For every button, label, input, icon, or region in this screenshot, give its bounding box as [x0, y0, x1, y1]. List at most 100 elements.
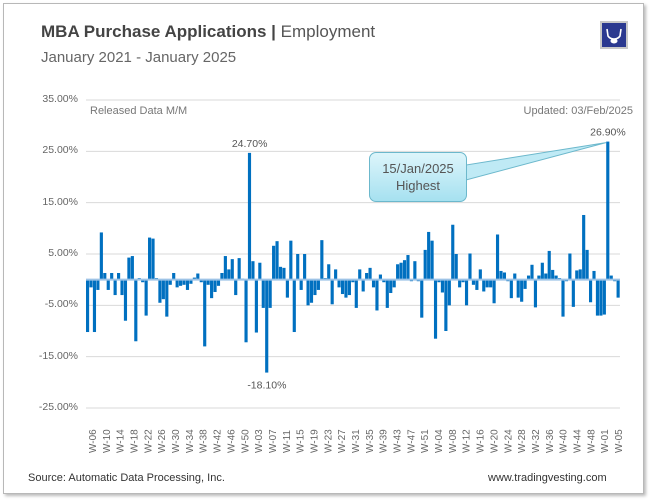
x-tick-label: W-11 [282, 430, 293, 453]
y-tick-label: 35.00% [42, 93, 78, 105]
bar [365, 272, 369, 280]
bar [544, 273, 548, 280]
y-tick-label: -25.00% [38, 401, 78, 413]
bar [134, 279, 138, 342]
bar [165, 279, 169, 317]
bar [106, 279, 110, 290]
chart-frame [3, 3, 644, 494]
bar [520, 279, 524, 302]
data-label: 26.90% [590, 127, 626, 139]
bar [203, 279, 207, 347]
bar [175, 279, 179, 288]
bar [127, 257, 131, 280]
bar [420, 279, 424, 318]
website-link[interactable]: www.tradingvesting.com [488, 472, 607, 484]
bar [158, 279, 162, 303]
x-tick-label: W-32 [531, 429, 542, 453]
bar [192, 277, 196, 280]
bar [399, 262, 403, 280]
bar [471, 279, 476, 285]
x-tick-label: W-39 [379, 429, 390, 453]
bar [265, 279, 269, 373]
x-tick-label: W-38 [199, 429, 210, 453]
bar [406, 255, 410, 280]
bar [475, 279, 479, 290]
bar [172, 272, 176, 280]
bar [210, 279, 214, 299]
bar [561, 279, 565, 317]
x-tick-label: W-14 [116, 429, 127, 453]
x-tick-label: W-26 [157, 429, 168, 453]
bar [482, 279, 486, 292]
bar [244, 279, 248, 343]
bar [478, 269, 482, 280]
bar [141, 279, 145, 283]
bar [492, 279, 496, 304]
x-tick-label: W-15 [296, 429, 307, 453]
bar [179, 279, 183, 286]
x-tick-label: W-12 [462, 429, 473, 453]
data-label: 24.70% [232, 138, 268, 150]
bar [86, 279, 90, 333]
bar [533, 279, 538, 308]
x-tick-label: W-05 [614, 429, 625, 453]
bar [130, 256, 134, 280]
bar [537, 275, 541, 280]
x-tick-label: W-20 [489, 429, 500, 453]
bar [430, 240, 434, 280]
bar [144, 279, 148, 316]
bar [582, 214, 586, 280]
bar [468, 253, 472, 280]
bar [182, 279, 186, 285]
bar [385, 279, 389, 308]
bar [551, 269, 555, 280]
bar [251, 261, 255, 280]
bar [199, 279, 203, 283]
bar [123, 279, 128, 321]
bar [151, 238, 155, 280]
x-tick-label: W-27 [337, 429, 348, 453]
bar [213, 279, 217, 292]
x-tick-label: W-43 [393, 429, 404, 453]
bar [423, 249, 427, 280]
x-tick-label: W-48 [586, 429, 597, 453]
bar [351, 279, 355, 283]
x-tick-label: W-18 [130, 429, 141, 453]
x-tick-label: W-01 [600, 429, 611, 453]
x-tick-label: W-23 [323, 429, 334, 453]
bar [303, 254, 307, 280]
y-tick-label: 25.00% [42, 144, 78, 157]
bar [402, 260, 407, 280]
bar [578, 269, 582, 280]
x-tick-label: W-40 [559, 429, 570, 453]
bar [230, 259, 234, 280]
bar [275, 241, 279, 280]
bar [337, 279, 341, 288]
x-tick-label: W-42 [213, 429, 224, 453]
bar [148, 237, 152, 280]
x-tick-label: W-50 [240, 429, 251, 453]
bar [595, 279, 600, 316]
bar [296, 254, 300, 280]
x-tick-label: W-24 [503, 429, 514, 453]
callout-pointer [465, 142, 607, 181]
bar [516, 279, 520, 298]
bar [99, 232, 103, 280]
bar [185, 279, 190, 290]
callout-date: 15/Jan/2025 [382, 161, 454, 176]
bar [389, 279, 393, 294]
bar [330, 279, 334, 305]
x-tick-label: W-08 [448, 429, 459, 453]
x-tick-label: W-22 [143, 429, 154, 453]
bar [368, 267, 372, 280]
bar [354, 279, 358, 308]
bar [289, 240, 293, 280]
callout-label: Highest [395, 178, 441, 193]
x-tick-label: W-03 [254, 429, 265, 453]
bar [513, 273, 517, 280]
bar [92, 279, 97, 333]
bar [602, 279, 606, 315]
bar [254, 279, 258, 333]
x-tick-label: W-31 [351, 429, 362, 453]
x-tick-label: W-30 [171, 429, 182, 453]
